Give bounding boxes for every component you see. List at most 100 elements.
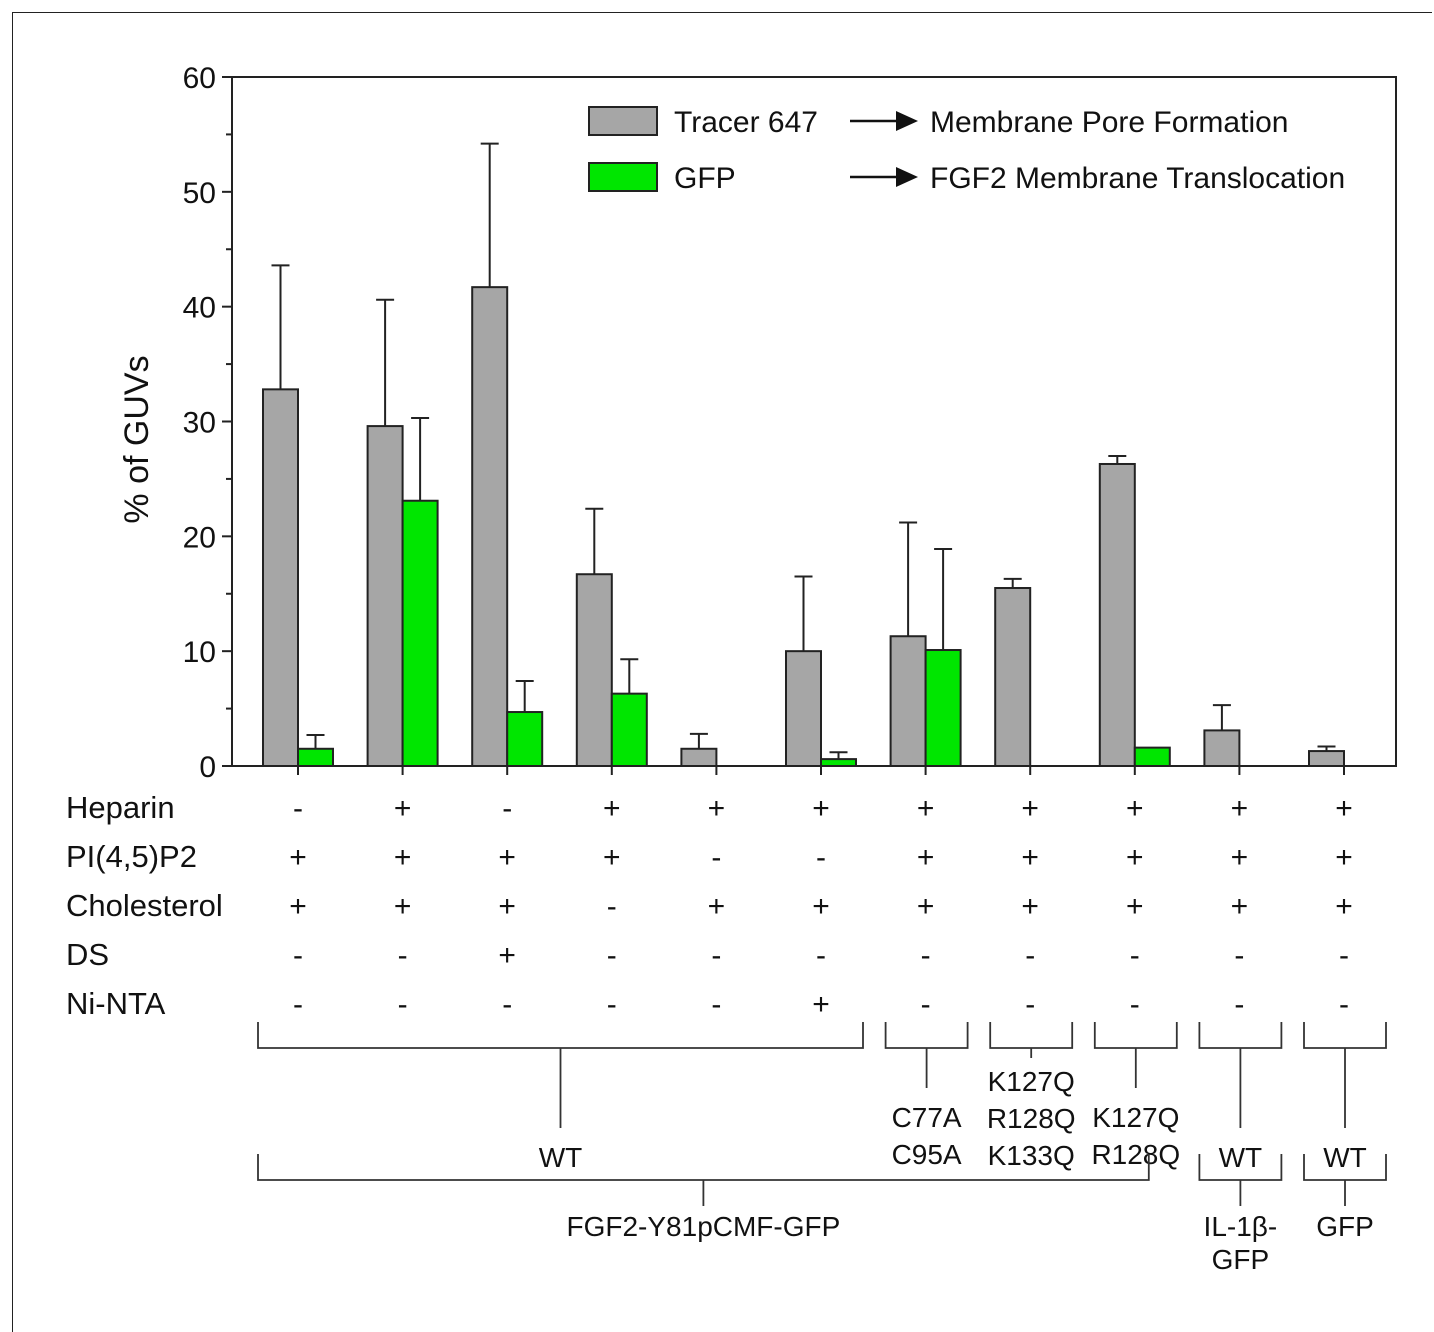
protein-label: GFP	[1212, 1244, 1270, 1275]
variant-label: K133Q	[988, 1140, 1075, 1171]
bar-tracer647	[1203, 729, 1241, 768]
variant-label: R128Q	[987, 1103, 1076, 1134]
legend-swatch	[588, 106, 658, 136]
variant-label: C77A	[892, 1102, 962, 1133]
condition-symbol: -	[502, 988, 512, 1021]
condition-symbol: -	[1339, 939, 1349, 972]
variant-label: WT	[1323, 1142, 1367, 1173]
bar-gfp	[820, 758, 857, 767]
condition-symbol: -	[921, 988, 931, 1021]
arrow-head-icon	[896, 167, 918, 187]
condition-symbol: -	[398, 939, 408, 972]
condition-symbol: -	[607, 988, 617, 1021]
bar-gfp	[924, 649, 962, 767]
condition-symbol: +	[1231, 890, 1249, 923]
legend-label: GFP	[674, 162, 736, 195]
condition-symbol: -	[1130, 988, 1140, 1021]
bar-tracer647	[1098, 462, 1136, 767]
condition-symbol: +	[1021, 890, 1039, 923]
condition-symbol: +	[289, 841, 307, 874]
condition-symbol: +	[289, 890, 307, 923]
condition-symbol: +	[498, 841, 516, 874]
condition-symbol: +	[1021, 792, 1039, 825]
condition-symbol: +	[1335, 890, 1353, 923]
condition-symbol: +	[498, 890, 516, 923]
variant-bracket	[884, 1022, 969, 1049]
bar-gfp	[506, 711, 544, 767]
condition-symbol: -	[1025, 988, 1035, 1021]
y-tick-label: 30	[183, 407, 216, 440]
condition-symbol: -	[1234, 939, 1244, 972]
y-tick-label: 50	[183, 177, 216, 210]
legend-meaning: Membrane Pore Formation	[930, 106, 1288, 139]
condition-symbol: -	[711, 841, 721, 874]
condition-symbol: +	[603, 792, 621, 825]
y-axis-label: % of GUVs	[118, 355, 156, 523]
bar-gfp	[1133, 746, 1171, 767]
y-tick-label: 40	[183, 292, 216, 325]
condition-symbol: +	[812, 792, 830, 825]
condition-symbol: -	[921, 939, 931, 972]
condition-symbol: -	[1025, 939, 1035, 972]
bar-gfp	[401, 499, 439, 767]
condition-symbol: -	[711, 988, 721, 1021]
condition-symbol: -	[816, 939, 826, 972]
condition-symbol: -	[607, 890, 617, 923]
figure-frame	[12, 12, 1432, 1332]
y-tick-label: 10	[183, 636, 216, 669]
bar-gfp	[610, 692, 648, 768]
bar-tracer647	[889, 635, 927, 768]
condition-label: PI(4,5)P2	[66, 839, 197, 874]
condition-symbol: +	[812, 890, 830, 923]
condition-symbol: +	[1126, 792, 1144, 825]
bar-tracer647	[471, 286, 509, 767]
variant-bracket	[257, 1022, 864, 1049]
variant-label: WT	[1219, 1142, 1263, 1173]
variant-label: K127Q	[1092, 1102, 1179, 1133]
condition-symbol: +	[917, 841, 935, 874]
bar-tracer647	[994, 587, 1032, 768]
condition-symbol: -	[398, 988, 408, 1021]
variant-label: C95A	[892, 1139, 962, 1170]
condition-symbol: +	[498, 939, 516, 972]
condition-symbol: +	[394, 841, 412, 874]
condition-label: DS	[66, 937, 109, 972]
condition-symbol: -	[293, 939, 303, 972]
condition-symbol: +	[1231, 792, 1249, 825]
condition-symbol: +	[812, 988, 830, 1021]
condition-symbol: -	[816, 841, 826, 874]
arrow-head-icon	[896, 111, 918, 131]
y-tick-label: 60	[183, 62, 216, 95]
condition-symbol: -	[293, 988, 303, 1021]
condition-symbol: +	[394, 890, 412, 923]
bar-tracer647	[262, 388, 299, 767]
variant-bracket	[1198, 1022, 1283, 1049]
condition-symbol: -	[502, 792, 512, 825]
bar-tracer647	[366, 425, 404, 767]
bar-tracer647	[785, 650, 822, 768]
condition-symbol: -	[607, 939, 617, 972]
condition-symbol: -	[1339, 988, 1349, 1021]
condition-symbol: -	[1234, 988, 1244, 1021]
variant-bracket	[1093, 1022, 1178, 1049]
protein-label: IL-1β-	[1204, 1211, 1278, 1242]
condition-label: Cholesterol	[66, 888, 223, 923]
condition-symbol: +	[917, 890, 935, 923]
condition-symbol: +	[1231, 841, 1249, 874]
protein-label: GFP	[1316, 1211, 1374, 1242]
condition-label: Heparin	[66, 790, 175, 825]
condition-symbol: +	[917, 792, 935, 825]
protein-label: FGF2-Y81pCMF-GFP	[566, 1211, 840, 1242]
condition-symbol: +	[1126, 841, 1144, 874]
y-tick-label: 0	[199, 751, 216, 784]
legend-meaning: FGF2 Membrane Translocation	[930, 162, 1345, 195]
condition-symbol: +	[603, 841, 621, 874]
condition-symbol: +	[708, 792, 726, 825]
bar-tracer647	[1308, 750, 1345, 767]
variant-label: WT	[539, 1142, 583, 1173]
variant-label: R128Q	[1091, 1139, 1180, 1170]
condition-symbol: -	[1130, 939, 1140, 972]
bar-tracer647	[575, 573, 613, 767]
condition-symbol: +	[394, 792, 412, 825]
